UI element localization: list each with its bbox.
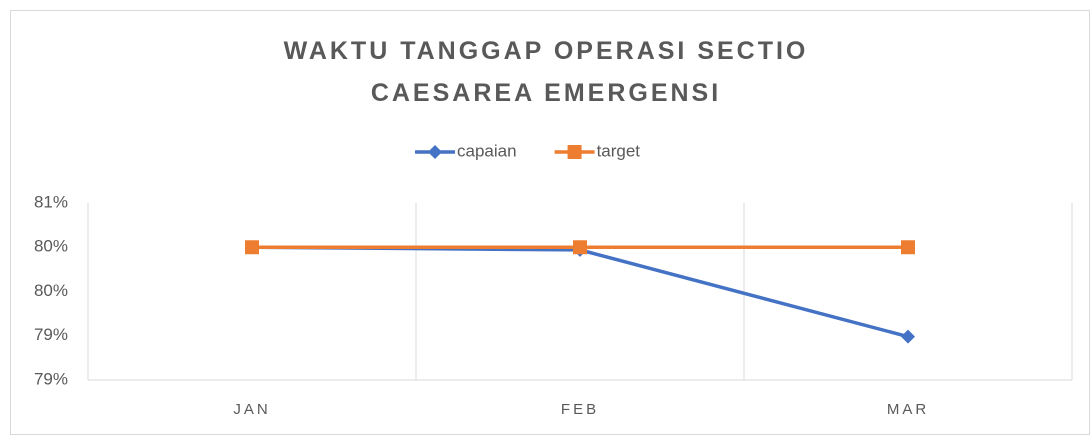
data-point <box>901 240 915 255</box>
y-tick-label: 80% <box>34 281 68 300</box>
y-tick-label: 79% <box>34 325 68 344</box>
x-tick-label: FEB <box>561 401 599 418</box>
x-tick-label: JAN <box>233 401 270 418</box>
series-line <box>251 245 909 339</box>
y-tick-label: 79% <box>34 369 68 388</box>
data-point <box>573 240 587 255</box>
data-point <box>901 329 915 344</box>
legend-label: target <box>597 141 641 160</box>
legend-marker <box>428 145 442 159</box>
chart-title: WAKTU TANGGAP OPERASI SECTIO CAESAREA EM… <box>283 37 809 107</box>
legend-label: capaian <box>457 141 517 160</box>
x-tick-label: MAR <box>887 401 929 418</box>
y-tick-label: 81% <box>34 192 68 211</box>
data-point <box>245 240 259 255</box>
y-tick-label: 80% <box>34 237 68 256</box>
legend-marker <box>567 145 582 159</box>
